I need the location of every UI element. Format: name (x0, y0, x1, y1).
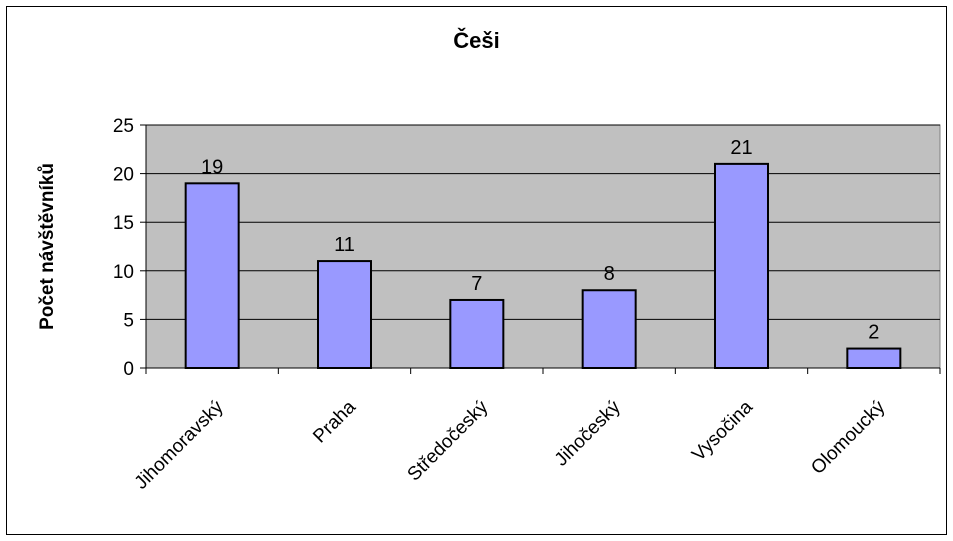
chart-title: Češi (453, 28, 500, 53)
bar (184, 182, 240, 369)
y-tick-label: 10 (113, 262, 134, 283)
x-tick-label: Vysočina (688, 396, 757, 465)
x-tick-label: Praha (309, 396, 360, 447)
data-label: 2 (868, 322, 879, 344)
plot-area (145, 124, 941, 369)
bar (846, 347, 902, 369)
y-tick-label: 20 (113, 165, 134, 186)
data-label: 19 (201, 156, 223, 178)
x-axis: Jihomoravský Praha Středočeský Jihočeský Vys… (131, 367, 941, 494)
y-tick-label: 5 (123, 310, 134, 331)
data-label: 11 (334, 234, 355, 256)
y-tick-label: 15 (113, 213, 134, 234)
x-tick-label: Jihomoravský (131, 396, 228, 493)
bar (581, 289, 637, 369)
bars: 19 11 7 8 21 2 (184, 137, 902, 369)
bar (449, 298, 505, 369)
y-tick-label: 25 (113, 116, 134, 137)
y-axis-label: Počet návštěvníků (37, 163, 58, 330)
data-label: 8 (604, 263, 615, 285)
data-label: 7 (471, 273, 482, 295)
x-tick-label: Jihočeský (551, 396, 625, 470)
gridlines (146, 124, 940, 320)
data-label: 21 (730, 137, 752, 159)
y-tick-label: 0 (123, 359, 134, 380)
x-tick-label: Středočeský (404, 396, 493, 485)
bar (714, 162, 769, 369)
bar (317, 260, 372, 369)
y-axis: 0 5 10 15 20 25 (113, 116, 147, 380)
x-tick-label: Olomoucký (807, 396, 889, 478)
